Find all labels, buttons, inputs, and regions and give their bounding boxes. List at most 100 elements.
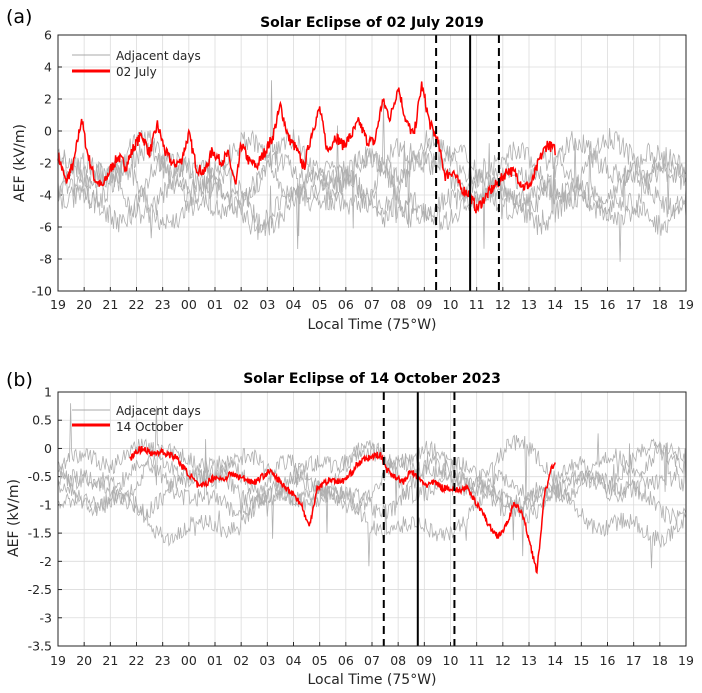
panel-b-x-ticks: 19 20 21 22 23 00 01 02 03 04 05 06 07 08 09 10 11 12 13 14… (50, 642, 694, 668)
adjacent-day-trace (57, 434, 687, 517)
x-tick-label: 22 (129, 653, 145, 668)
x-tick-label: 14 (547, 297, 563, 312)
panel-b-ylabel: AEF (kV/m) (6, 479, 22, 557)
x-tick-label: 06 (338, 653, 354, 668)
x-tick-label: 11 (469, 297, 485, 312)
panel-b-adjacent-days (57, 403, 687, 569)
x-tick-label: 07 (364, 297, 380, 312)
x-tick-label: 09 (416, 297, 432, 312)
x-tick-label: 17 (626, 297, 642, 312)
adjacent-day-trace (57, 439, 687, 525)
x-tick-label: 08 (390, 297, 406, 312)
x-tick-label: 11 (469, 653, 485, 668)
x-tick-label: 15 (573, 297, 589, 312)
x-tick-label: 07 (364, 653, 380, 668)
y-tick-label: -0.5 (28, 469, 52, 484)
adjacent-day-trace (57, 80, 687, 249)
x-tick-label: 20 (76, 297, 92, 312)
panel-a-eclipse-lines (435, 35, 500, 291)
panel-b-label: (b) (6, 369, 33, 391)
y-tick-label: 1 (44, 385, 52, 400)
x-tick-label: 08 (390, 653, 406, 668)
x-tick-label: 05 (312, 297, 328, 312)
y-tick-label: -6 (40, 220, 53, 235)
panel-b: (b) Solar Eclipse of 14 October 2023 Loc… (6, 369, 694, 688)
x-tick-label: 19 (50, 297, 66, 312)
x-tick-label: 04 (286, 653, 302, 668)
x-tick-label: 17 (626, 653, 642, 668)
x-tick-label: 04 (286, 297, 302, 312)
y-tick-label: -2.5 (28, 582, 52, 597)
y-tick-label: -2 (40, 156, 52, 171)
x-tick-label: 10 (443, 297, 459, 312)
x-tick-label: 16 (600, 297, 616, 312)
x-tick-label: 16 (600, 653, 616, 668)
panel-a-legend: Adjacent days 02 July (72, 49, 201, 79)
adjacent-day-trace (57, 477, 687, 569)
y-tick-label: -3 (40, 610, 52, 625)
x-tick-label: 23 (155, 297, 171, 312)
x-tick-label: 00 (181, 653, 197, 668)
panel-a: (a) Solar Eclipse of 02 July 2019 Local … (6, 6, 694, 333)
panel-b-y-ticks: -3.5 -3 -2.5 -2 -1.5 -1 -0.5 0 0.5 1 (28, 385, 62, 654)
legend-event-label: 14 October (116, 420, 183, 434)
panel-a-y-ticks: -10 -8 -6 -4 -2 0 2 4 6 (32, 28, 62, 299)
x-tick-label: 14 (547, 653, 563, 668)
x-tick-label: 05 (312, 653, 328, 668)
panel-a-label: (a) (6, 6, 32, 28)
panel-a-series-line (57, 81, 556, 214)
panel-a-x-ticks: 19 20 21 22 23 00 01 02 03 04 05 06 07 08 09 10 11 12 13 14… (50, 287, 694, 312)
x-tick-label: 00 (181, 297, 197, 312)
y-tick-label: -10 (32, 284, 52, 299)
adjacent-day-trace (57, 433, 687, 557)
x-tick-label: 19 (678, 653, 694, 668)
y-tick-label: -2 (40, 554, 52, 569)
panel-a-axes-box (57, 34, 687, 292)
y-tick-label: -1 (40, 497, 52, 512)
x-tick-label: 02 (233, 653, 249, 668)
y-tick-label: 4 (44, 60, 52, 75)
x-tick-label: 19 (678, 297, 694, 312)
panel-b-axes-box (57, 391, 687, 647)
x-tick-label: 03 (259, 297, 275, 312)
x-tick-label: 23 (155, 653, 171, 668)
x-tick-label: 12 (495, 653, 511, 668)
panel-a-adjacent-days (57, 80, 687, 262)
panel-a-title: Solar Eclipse of 02 July 2019 (260, 15, 484, 31)
x-tick-label: 21 (102, 297, 118, 312)
y-tick-label: -1.5 (28, 526, 52, 541)
x-tick-label: 18 (652, 297, 668, 312)
y-tick-label: 2 (44, 92, 52, 107)
x-tick-label: 12 (495, 297, 511, 312)
y-tick-label: 6 (44, 28, 52, 43)
x-tick-label: 21 (102, 653, 118, 668)
x-tick-label: 06 (338, 297, 354, 312)
x-tick-label: 10 (443, 653, 459, 668)
x-tick-label: 01 (207, 297, 223, 312)
x-tick-label: 13 (521, 297, 537, 312)
panel-b-legend: Adjacent days 14 October (72, 404, 201, 434)
x-tick-label: 18 (652, 653, 668, 668)
x-tick-label: 03 (259, 653, 275, 668)
panel-b-title: Solar Eclipse of 14 October 2023 (243, 371, 501, 387)
adjacent-day-trace (57, 403, 687, 539)
x-tick-label: 15 (573, 653, 589, 668)
x-tick-label: 20 (76, 653, 92, 668)
y-tick-label: -4 (40, 188, 53, 203)
adjacent-day-trace (57, 141, 687, 262)
y-tick-label: 0.5 (32, 413, 52, 428)
adjacent-day-trace (57, 138, 687, 237)
y-tick-label: 0 (44, 124, 52, 139)
y-tick-label: 0 (44, 441, 52, 456)
panel-b-xlabel: Local Time (75°W) (307, 672, 436, 688)
panel-b-eclipse-lines (382, 392, 456, 646)
panel-a-xlabel: Local Time (75°W) (307, 317, 436, 333)
legend-adjacent-label: Adjacent days (116, 404, 201, 418)
adjacent-day-trace (57, 103, 687, 239)
x-tick-label: 01 (207, 653, 223, 668)
panel-b-series-line (129, 445, 556, 575)
legend-event-label: 02 July (116, 65, 157, 79)
x-tick-label: 09 (416, 653, 432, 668)
x-tick-label: 22 (129, 297, 145, 312)
